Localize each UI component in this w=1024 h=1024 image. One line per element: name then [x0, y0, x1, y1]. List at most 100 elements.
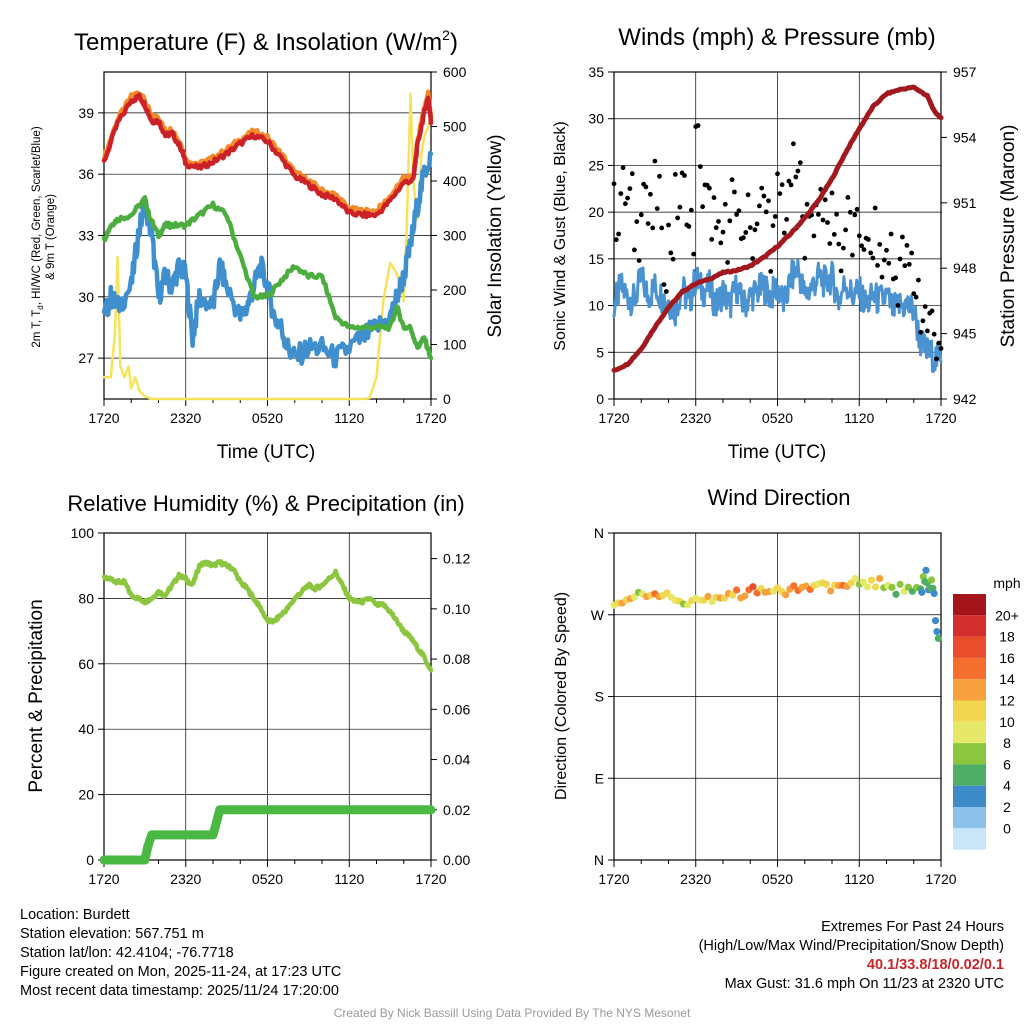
gust-point — [827, 241, 833, 247]
gust-point — [620, 165, 626, 171]
gust-point — [725, 260, 730, 265]
gust-point — [770, 223, 776, 229]
gust-point — [743, 230, 749, 235]
legend-swatch — [953, 807, 986, 829]
series-station-pressure — [611, 84, 944, 373]
gust-point — [618, 191, 624, 197]
y-tick-label: 33 — [78, 228, 94, 244]
gust-point — [888, 231, 894, 237]
temperature-xlabel: Time (UTC) — [217, 442, 316, 463]
direction-point — [930, 589, 938, 598]
gust-point — [877, 242, 883, 247]
y-tick-label: 0 — [596, 391, 604, 407]
gust-point — [820, 217, 826, 223]
gust-point — [672, 172, 678, 177]
humidity-plot-area: 0 20 40 60 80 100 1720 2320 0520 1120 1720 0.00 0.02… — [71, 525, 471, 887]
station-elevation: Station elevation: 567.751 m — [20, 926, 204, 942]
gust-point — [752, 227, 758, 233]
gust-point — [718, 240, 724, 246]
gust-point — [811, 233, 817, 239]
gust-point — [825, 220, 830, 225]
x-tick-label: 1720 — [598, 410, 629, 426]
y2-tick-label: 0.02 — [443, 802, 470, 818]
gust-point — [906, 261, 912, 267]
legend-label: 8 — [1003, 735, 1011, 751]
gust-point — [695, 123, 701, 128]
recent-timestamp: Most recent data timestamp: 2025/11/24 1… — [20, 983, 339, 999]
temperature-title: Temperature (F) & Insolation (W/m2) — [74, 27, 458, 56]
gust-point — [777, 191, 783, 197]
wind-direction-title: Wind Direction — [707, 485, 850, 510]
gust-point — [657, 173, 662, 179]
gust-point — [763, 209, 769, 215]
direction-point — [630, 593, 639, 601]
y-tick-label: 35 — [588, 64, 604, 80]
gust-point — [722, 201, 728, 207]
direction-point — [704, 592, 712, 601]
x-tick-label: 1120 — [334, 871, 364, 887]
legend-label: 6 — [1003, 756, 1011, 772]
gust-point — [791, 141, 796, 147]
y2-tick-label: 300 — [443, 228, 467, 244]
gust-point — [661, 282, 667, 287]
gust-point — [691, 251, 696, 257]
y-tick-label: 27 — [78, 350, 94, 366]
y2-tick-label: 0.04 — [443, 752, 470, 768]
gust-point — [786, 178, 792, 184]
y-tick-label: 0 — [86, 852, 94, 868]
temperature-plot-area: 27 30 33 36 39 1720 2320 0520 1120 1720 0 100 200 300… — [78, 64, 466, 426]
gust-point — [841, 245, 846, 251]
y-tick-label: S — [595, 689, 604, 705]
gust-point — [698, 164, 703, 170]
gust-point — [868, 250, 874, 256]
y-tick-label: 20 — [78, 787, 94, 803]
series-dewpoint — [101, 195, 434, 361]
legend-swatch — [953, 828, 986, 850]
gust-point — [881, 257, 887, 263]
gust-point — [623, 201, 628, 207]
x-tick-label: 1720 — [88, 410, 119, 426]
legend-swatch — [953, 615, 986, 637]
winds-panel: Winds (mph) & Pressure (mb) 0 5 10 15 20 25 30… — [552, 24, 1019, 463]
direction-point — [872, 583, 880, 591]
x-tick-label: 1720 — [925, 410, 956, 426]
pressure-ylabel: Station Pressure (Maroon) — [998, 125, 1019, 348]
temperature-panel: Temperature (F) & Insolation (W/m2) 27 30… — [31, 27, 506, 463]
gust-point — [911, 291, 917, 296]
gust-point — [872, 205, 878, 211]
gust-point — [682, 173, 687, 178]
x-tick-label: 1120 — [844, 871, 874, 887]
gust-point — [709, 237, 715, 242]
speed-legend-title: mph — [993, 575, 1020, 591]
gust-point — [929, 308, 935, 314]
gust-point — [788, 182, 794, 188]
gust-point — [936, 340, 942, 346]
gust-point — [736, 208, 742, 214]
x-tick-label: 1720 — [415, 410, 446, 426]
gust-point — [686, 224, 692, 229]
gust-point — [759, 185, 765, 191]
direction-point — [790, 582, 798, 590]
legend-label: 20+ — [995, 607, 1019, 623]
legend-label: 12 — [999, 693, 1015, 709]
y-tick-label: N — [594, 525, 604, 541]
gust-point — [925, 328, 930, 334]
x-tick-label: 1720 — [88, 871, 119, 887]
direction-point — [822, 580, 831, 589]
direction-point — [863, 583, 872, 591]
direction-point — [827, 587, 835, 595]
x-tick-label: 1720 — [598, 871, 629, 887]
gust-point — [822, 197, 828, 203]
gust-point — [856, 233, 862, 239]
gust-point — [904, 243, 910, 248]
y-tick-label: 20 — [588, 204, 604, 220]
x-tick-label: 0520 — [252, 410, 283, 426]
gust-point — [879, 274, 885, 280]
gust-point — [625, 195, 630, 201]
gust-point — [870, 255, 876, 261]
gust-point — [893, 275, 898, 281]
legend-label: 2 — [1003, 799, 1011, 815]
y-tick-label: 39 — [78, 105, 94, 121]
y-tick-label: 30 — [78, 289, 94, 305]
